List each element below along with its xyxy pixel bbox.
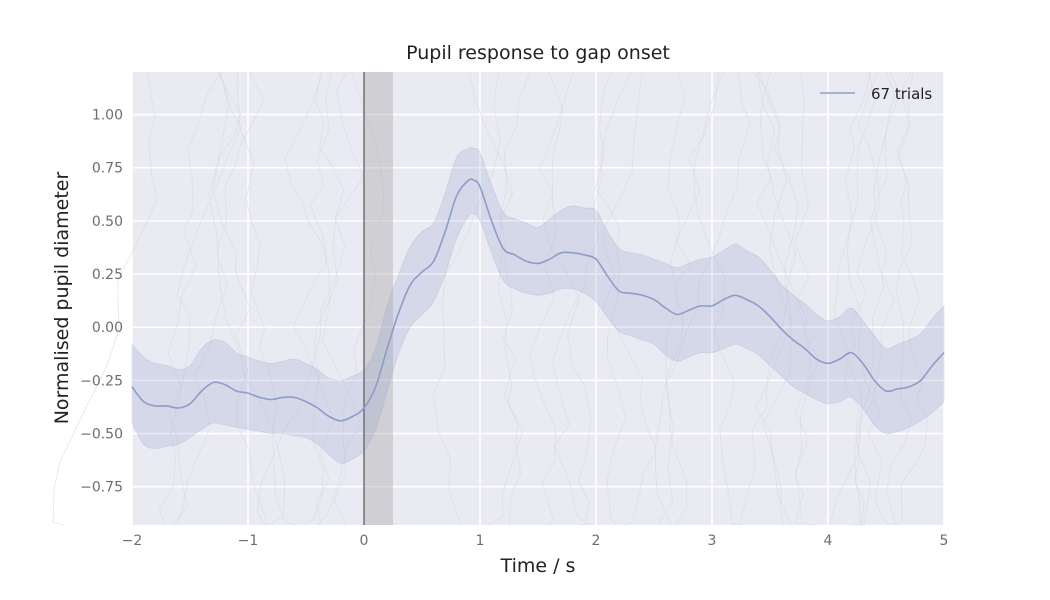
y-tick-label: −0.25	[80, 373, 123, 389]
y-tick-label: 0.25	[92, 267, 123, 283]
trial-trace	[158, 71, 242, 526]
legend-label: 67 trials	[871, 85, 932, 103]
x-axis-title: Time / s	[500, 555, 576, 577]
trial-trace	[601, 71, 657, 526]
trial-trace	[176, 71, 229, 526]
x-tick-label: 1	[476, 533, 485, 549]
trial-trace	[853, 71, 912, 526]
trial-trace	[657, 71, 719, 526]
trial-trace	[844, 71, 889, 526]
trial-trace	[854, 71, 895, 526]
plot-background	[132, 72, 944, 525]
trial-trace	[212, 71, 269, 526]
y-tick-label: 0.75	[92, 161, 123, 177]
x-tick-label: 2	[592, 533, 601, 549]
y-tick-label: −0.50	[80, 427, 123, 443]
trial-trace	[237, 71, 296, 526]
trial-trace	[538, 71, 592, 526]
trial-trace	[216, 71, 286, 526]
trial-trace	[694, 71, 739, 526]
trial-trace	[469, 71, 523, 526]
x-axis-tick-labels: −2 −1 0 1 2 3 4 5	[122, 533, 949, 549]
y-tick-label: 0.50	[92, 214, 123, 230]
trial-trace	[756, 71, 817, 526]
trial-trace	[595, 71, 627, 526]
legend: 67 trials	[820, 85, 932, 103]
trial-trace	[167, 71, 222, 526]
trial-trace	[293, 71, 335, 526]
x-tick-label: −2	[122, 533, 143, 549]
trial-trace	[833, 71, 876, 526]
y-tick-label: −0.75	[80, 480, 123, 496]
trial-trace	[755, 71, 793, 526]
y-tick-label: 0.00	[92, 320, 123, 336]
y-axis-title: Normalised pupil diameter	[51, 172, 73, 425]
trial-trace	[529, 71, 564, 526]
trial-trace	[886, 71, 914, 526]
x-tick-label: 3	[708, 533, 717, 549]
background-trial-traces	[52, 71, 929, 526]
trial-trace	[432, 71, 501, 526]
gap-shaded-span	[364, 72, 393, 525]
mean-series-line	[131, 178, 945, 422]
y-axis-tick-labels: −0.75 −0.50 −0.25 0.00 0.25 0.50 0.75 1.00	[80, 108, 123, 496]
x-tick-label: 0	[360, 533, 369, 549]
trial-trace	[52, 71, 158, 526]
y-tick-label: 1.00	[92, 108, 123, 124]
x-tick-label: −1	[238, 533, 259, 549]
trial-trace	[889, 71, 929, 526]
x-tick-label: 5	[940, 533, 949, 549]
trial-trace	[257, 71, 364, 526]
trial-trace	[654, 71, 686, 526]
chart-title: Pupil response to gap onset	[406, 42, 670, 64]
x-tick-label: 4	[824, 533, 833, 549]
trial-trace	[284, 71, 362, 526]
trial-trace	[739, 71, 799, 526]
confidence-band	[131, 147, 945, 464]
trial-trace	[794, 71, 820, 526]
trial-trace	[500, 71, 531, 526]
trial-trace	[756, 71, 797, 526]
